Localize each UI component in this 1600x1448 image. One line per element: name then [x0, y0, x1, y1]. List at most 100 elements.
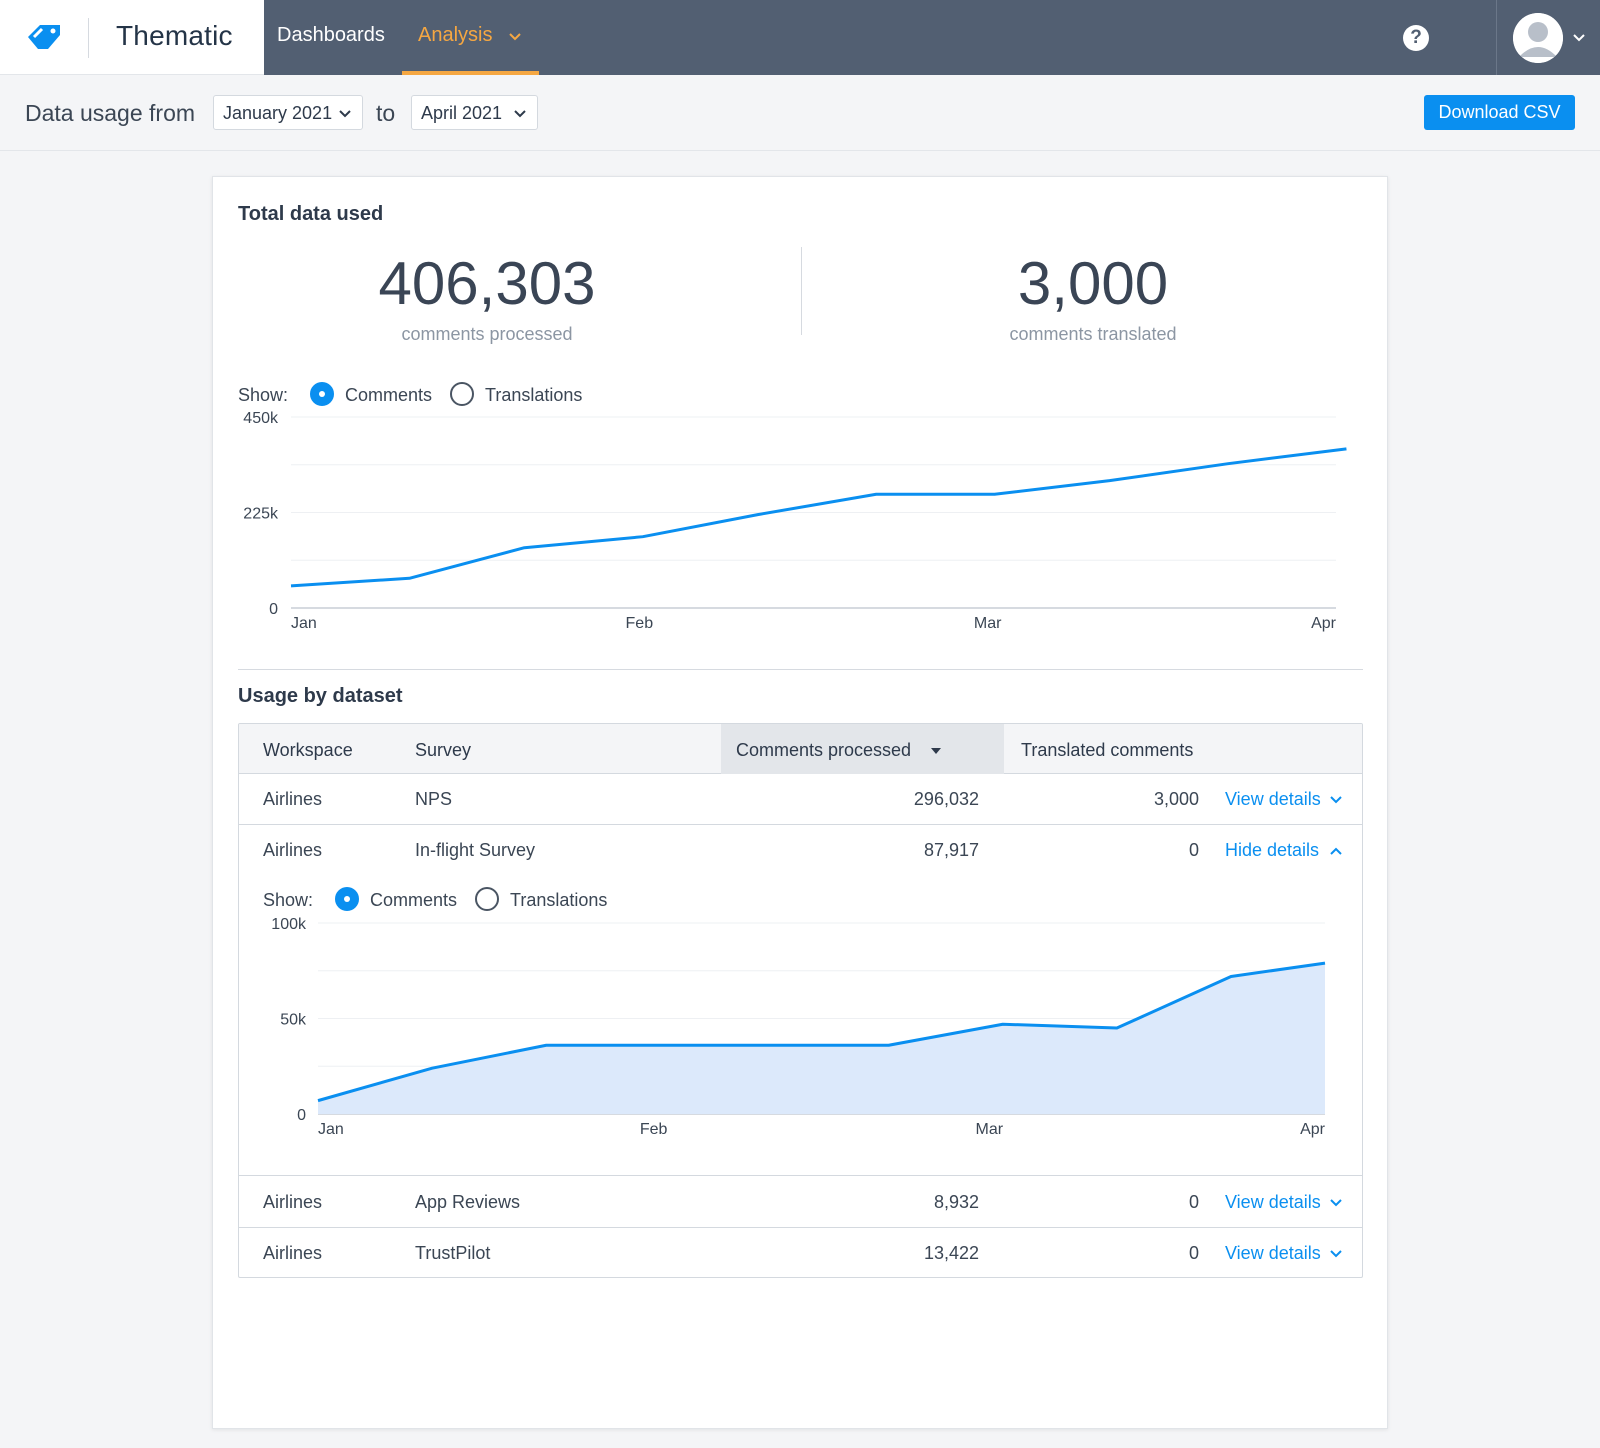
x-tick-label: Jan: [291, 615, 317, 632]
cell-survey: App Reviews: [415, 1192, 521, 1212]
view-details-link[interactable]: View details: [1225, 789, 1342, 810]
cell-workspace: Airlines: [263, 1243, 323, 1263]
comments-translated-value: 3,000: [1017, 250, 1169, 317]
y-tick-label: 450k: [243, 410, 279, 427]
header-comments-processed[interactable]: Comments processed: [736, 740, 912, 760]
thematic-logo-icon: [28, 25, 60, 49]
series-area: [318, 963, 1325, 1114]
cell-survey: NPS: [415, 789, 453, 809]
sort-desc-icon[interactable]: [931, 748, 941, 754]
cell-processed: 296,032: [913, 789, 979, 809]
chevron-down-icon: [1330, 1199, 1342, 1207]
header-survey[interactable]: Survey: [415, 740, 472, 760]
translations-radio[interactable]: [475, 887, 499, 911]
details-label: View details: [1225, 1243, 1321, 1263]
show-label: Show:: [263, 890, 314, 910]
avatar[interactable]: [1513, 13, 1563, 63]
cell-workspace: Airlines: [263, 1192, 323, 1212]
to-label: to: [376, 100, 396, 126]
usage-by-dataset-title: Usage by dataset: [238, 685, 403, 707]
chevron-down-icon[interactable]: [508, 30, 522, 44]
view-details-link[interactable]: View details: [1225, 1192, 1342, 1213]
cell-translated: 0: [1188, 1243, 1199, 1263]
series-line: [290, 447, 1347, 588]
x-tick-label: Feb: [640, 1121, 668, 1138]
header-translated-comments[interactable]: Translated comments: [1021, 740, 1194, 760]
x-tick-label: Mar: [976, 1121, 1004, 1138]
show-label: Show:: [238, 385, 289, 405]
details-label: Hide details: [1225, 840, 1320, 860]
chevron-down-icon[interactable]: [1572, 31, 1586, 45]
comments-processed-caption: comments processed: [401, 324, 573, 344]
chevron-down-icon: [1330, 1250, 1342, 1258]
sorted-column-highlight: [721, 724, 1004, 774]
x-tick-label: Jan: [318, 1121, 344, 1138]
totals-divider: [801, 247, 802, 335]
nav-divider: [1496, 0, 1497, 75]
show-toggle-dataset: Show: Comments Translations: [263, 887, 663, 913]
nav-dashboards[interactable]: Dashboards: [277, 24, 385, 46]
section-divider: [238, 669, 1363, 670]
details-label: View details: [1225, 789, 1321, 809]
cell-processed: 13,422: [923, 1243, 979, 1263]
details-label: View details: [1225, 1192, 1321, 1212]
top-nav: Thematic Dashboards Analysis ?: [0, 0, 1600, 75]
to-month-value: April 2021: [421, 103, 503, 123]
from-month-value: January 2021: [223, 103, 333, 123]
table-row: Airlines NPS 296,032 3,000 View details: [239, 774, 1362, 825]
brand[interactable]: Thematic: [0, 0, 264, 75]
brand-divider: [88, 18, 89, 58]
comments-translated-caption: comments translated: [1009, 324, 1177, 344]
table-row: Airlines TrustPilot 13,422 0 View detail…: [239, 1228, 1362, 1277]
cell-survey: TrustPilot: [415, 1243, 491, 1263]
brand-name: Thematic: [116, 20, 233, 51]
cell-translated: 0: [1188, 1192, 1199, 1212]
translations-radio[interactable]: [450, 382, 474, 406]
chevron-down-icon: [1330, 796, 1342, 804]
cell-workspace: Airlines: [263, 789, 323, 809]
hide-details-link[interactable]: Hide details: [1225, 840, 1342, 861]
x-tick-label: Apr: [1300, 1121, 1326, 1138]
total-data-title: Total data used: [238, 203, 384, 225]
dataset-details-panel: Show: Comments Translations 100k 50k 0 Jan F…: [239, 825, 1362, 1176]
total-usage-chart: 450k 225k 0 Jan Feb Mar Apr: [243, 410, 1347, 632]
show-toggle-total: Show: Comments Translations: [238, 382, 638, 408]
translations-radio-label[interactable]: Translations: [485, 385, 583, 405]
comments-radio-label[interactable]: Comments: [345, 385, 433, 405]
date-range-bar: Data usage from January 2021 to April 20…: [0, 75, 1600, 151]
to-month-select[interactable]: April 2021: [411, 95, 538, 130]
cell-translated: 3,000: [1153, 789, 1199, 809]
download-csv-button[interactable]: Download CSV: [1424, 95, 1575, 130]
table-row: Airlines App Reviews 8,932 0 View detail…: [239, 1177, 1362, 1228]
comments-radio[interactable]: [310, 382, 334, 406]
nav-analysis[interactable]: Analysis: [418, 24, 493, 46]
from-month-select[interactable]: January 2021: [213, 95, 363, 130]
comments-radio-label[interactable]: Comments: [370, 890, 458, 910]
translations-radio-label[interactable]: Translations: [510, 890, 608, 910]
help-icon[interactable]: ?: [1403, 25, 1429, 51]
x-tick-label: Mar: [974, 615, 1002, 632]
chevron-up-icon: [1330, 847, 1342, 855]
user-icon: [1513, 13, 1563, 63]
chevron-down-icon: [514, 110, 526, 118]
cell-processed: 8,932: [933, 1192, 979, 1212]
series-line: [317, 961, 1326, 1103]
table-header: Workspace Survey Comments processed Tran…: [239, 724, 1362, 774]
usage-table: Workspace Survey Comments processed Tran…: [238, 723, 1363, 1278]
y-tick-label: 225k: [243, 506, 279, 523]
y-tick-label: 0: [269, 601, 278, 618]
view-details-link[interactable]: View details: [1225, 1243, 1342, 1264]
y-tick-label: 100k: [271, 916, 307, 933]
header-workspace[interactable]: Workspace: [263, 740, 353, 760]
table-row: Airlines In-flight Survey 87,917 0 Hide …: [239, 825, 1362, 876]
active-nav-indicator: [402, 71, 539, 75]
chevron-down-icon: [339, 110, 351, 118]
comments-radio[interactable]: [335, 887, 359, 911]
cell-translated: 0: [1188, 840, 1199, 860]
cell-processed: 87,917: [923, 840, 979, 860]
cell-survey: In-flight Survey: [415, 840, 536, 860]
comments-processed-value: 406,303: [378, 250, 596, 317]
x-tick-label: Apr: [1311, 615, 1337, 632]
cell-workspace: Airlines: [263, 840, 323, 860]
data-usage-card: Total data used 406,303 comments process…: [212, 176, 1388, 1429]
